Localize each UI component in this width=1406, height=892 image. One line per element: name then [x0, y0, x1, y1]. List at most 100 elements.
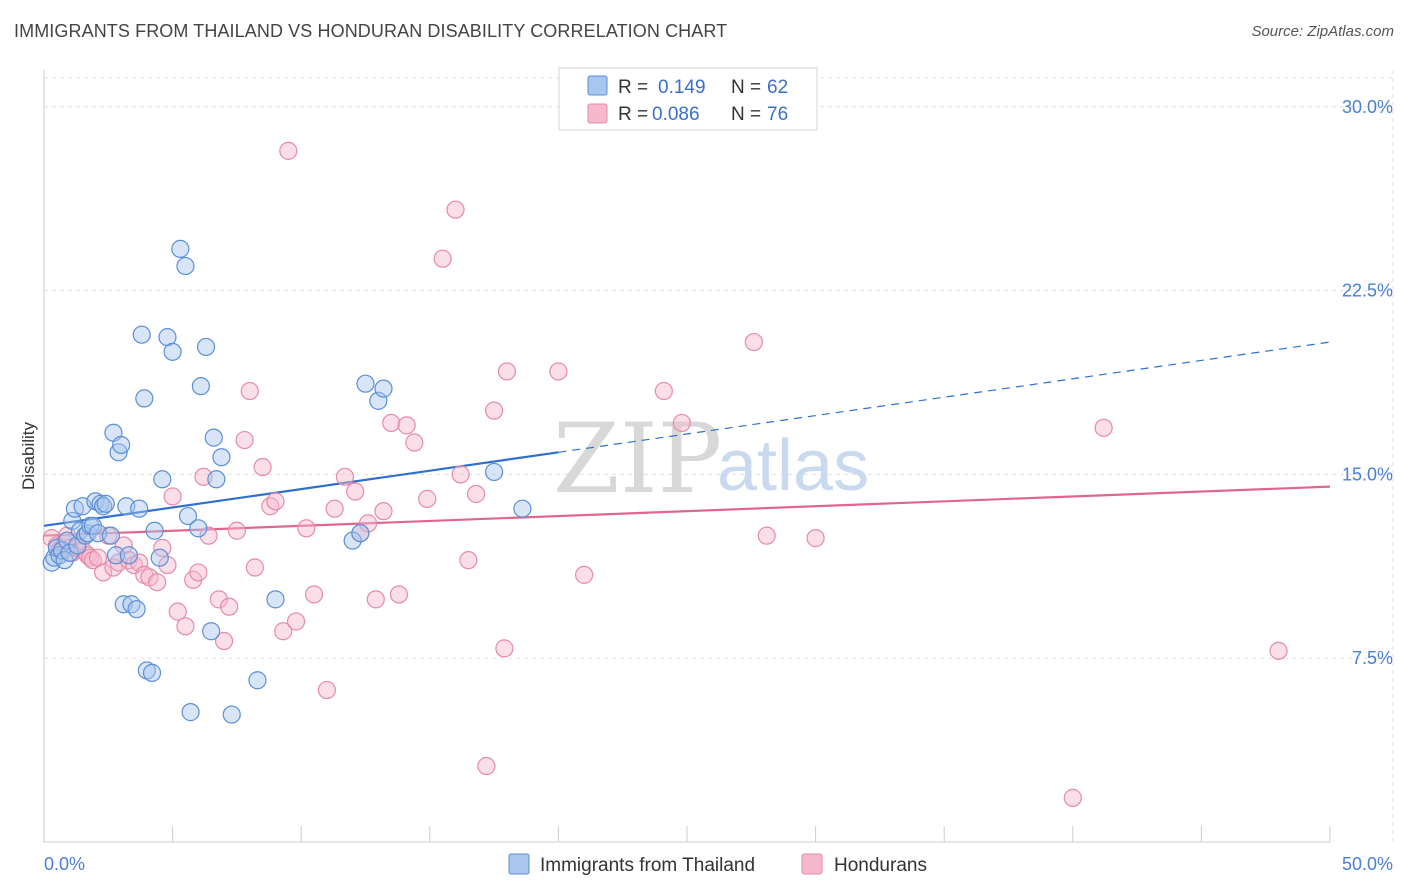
point-thailand-7	[60, 543, 79, 562]
point-thailand-36	[142, 663, 162, 682]
point-honduran-69	[497, 362, 517, 381]
trend-line-thailand-extension	[558, 341, 1331, 453]
axes	[43, 70, 1331, 843]
point-thailand-56	[343, 531, 362, 550]
point-honduran-74	[744, 332, 763, 352]
legend-r-value-0: 0.149	[658, 77, 706, 98]
point-thailand-21	[96, 494, 115, 513]
watermark-zip: ZIP	[553, 403, 722, 515]
point-honduran-59	[405, 433, 424, 452]
point-thailand-26	[112, 435, 131, 455]
point-thailand-41	[163, 342, 182, 361]
point-honduran-76	[806, 529, 825, 548]
point-honduran-57	[389, 585, 409, 604]
bottom-legend: Immigrants from Thailand Hondurans	[508, 853, 927, 876]
y-tick-label-2: 22.5%	[1342, 281, 1393, 301]
y-axis-label: Disability	[19, 421, 38, 490]
watermark: ZIP atlas	[553, 403, 869, 515]
point-honduran-44	[279, 141, 298, 160]
point-thailand-52	[212, 448, 231, 467]
point-thailand-48	[196, 337, 216, 357]
point-thailand-20	[94, 497, 113, 516]
point-honduran-27	[168, 602, 187, 621]
bottom-legend-swatch-pink	[801, 853, 823, 875]
point-honduran-45	[286, 612, 306, 631]
point-honduran-40	[253, 457, 272, 477]
point-thailand-47	[191, 377, 210, 396]
point-thailand-46	[189, 519, 208, 538]
point-thailand-31	[127, 600, 146, 619]
point-thailand-44	[178, 506, 198, 526]
point-honduran-23	[148, 573, 167, 592]
y-tick-label-3: 30.0%	[1342, 97, 1393, 117]
point-honduran-47	[304, 585, 324, 604]
point-thailand-58	[356, 374, 375, 393]
x-tick-labels: 0.0% 50.0%	[44, 854, 1393, 874]
point-honduran-67	[485, 401, 504, 420]
legend-r-label-0: R =	[618, 77, 648, 98]
point-honduran-53	[358, 514, 378, 533]
y-tick-label-1: 15.0%	[1342, 464, 1393, 484]
point-thailand-60	[374, 379, 393, 398]
point-thailand-10	[68, 536, 87, 555]
point-honduran-54	[366, 590, 385, 609]
point-honduran-66	[477, 756, 496, 776]
legend-r-label-1: R =	[618, 104, 648, 125]
point-honduran-50	[335, 467, 355, 486]
chart-title: IMMIGRANTS FROM THAILAND VS HONDURAN DIS…	[14, 21, 728, 41]
legend-n-label-1: N =	[731, 104, 761, 125]
point-honduran-58	[397, 416, 416, 435]
point-thailand-61	[485, 462, 504, 482]
point-thailand-24	[106, 546, 126, 565]
point-honduran-56	[382, 413, 401, 433]
point-thailand-29	[119, 546, 138, 565]
point-honduran-78	[1094, 418, 1113, 437]
point-thailand-32	[130, 499, 149, 518]
point-honduran-10	[81, 548, 100, 567]
point-thailand-49	[202, 622, 221, 641]
point-honduran-46	[297, 519, 316, 538]
legend-r-value-1: 0.086	[652, 104, 700, 125]
point-honduran-25	[158, 555, 177, 575]
point-thailand-22	[101, 526, 120, 545]
point-honduran-70	[549, 362, 568, 381]
point-thailand-54	[248, 671, 267, 690]
point-honduran-28	[176, 617, 195, 636]
point-honduran-77	[1063, 788, 1082, 807]
source-credit: Source: ZipAtlas.com	[1251, 23, 1394, 40]
trend-line-honduran	[43, 485, 1331, 537]
point-honduran-36	[227, 521, 246, 540]
point-thailand-57	[351, 524, 370, 543]
point-thailand-55	[266, 590, 285, 609]
x-tick-label-1: 50.0%	[1342, 854, 1393, 874]
point-honduran-55	[374, 502, 393, 521]
point-honduran-38	[240, 381, 259, 401]
point-thailand-42	[171, 239, 190, 259]
point-thailand-34	[135, 389, 154, 408]
point-honduran-68	[495, 639, 514, 658]
point-honduran-35	[220, 597, 239, 616]
point-honduran-60	[418, 489, 437, 508]
point-thailand-25	[109, 443, 128, 462]
point-honduran-49	[325, 499, 344, 518]
legend-n-value-0: 62	[767, 77, 788, 98]
data-points	[42, 141, 1288, 807]
point-honduran-34	[214, 631, 234, 651]
point-honduran-42	[266, 492, 285, 511]
y-tick-labels: 7.5% 15.0% 22.5% 30.0%	[1342, 97, 1393, 668]
point-honduran-37	[235, 430, 254, 450]
point-honduran-41	[261, 497, 280, 516]
point-honduran-48	[317, 680, 337, 700]
legend-swatch-pink	[587, 103, 608, 124]
point-honduran-33	[209, 590, 228, 609]
point-thailand-43	[176, 256, 195, 276]
point-honduran-64	[459, 551, 478, 570]
point-honduran-65	[466, 484, 486, 504]
bottom-legend-label-blue: Immigrants from Thailand	[540, 855, 755, 876]
point-honduran-73	[672, 413, 691, 433]
point-honduran-71	[575, 565, 594, 584]
legend-n-value-1: 76	[767, 104, 788, 125]
point-thailand-38	[150, 548, 169, 567]
point-honduran-63	[451, 465, 470, 484]
